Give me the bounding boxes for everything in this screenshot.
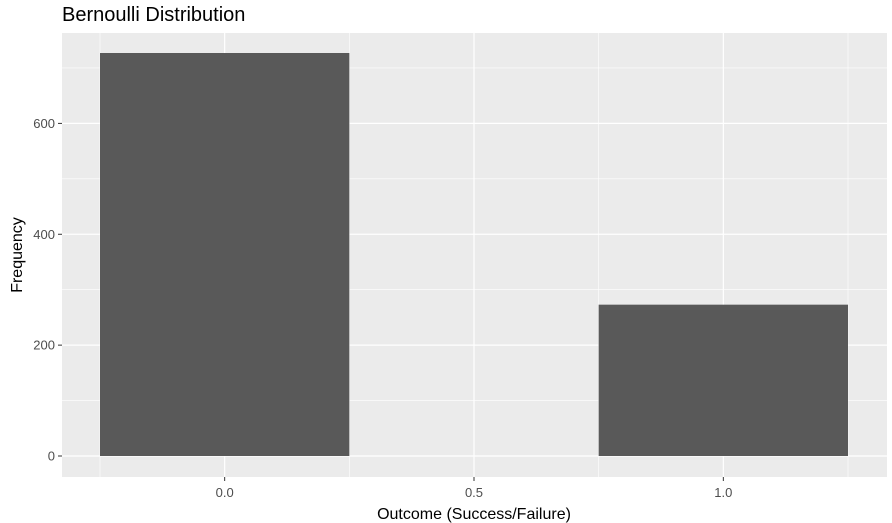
x-tick-label: 0.0 — [216, 485, 234, 500]
x-axis-ticks: 0.0 0.5 1.0 — [216, 477, 732, 500]
y-tick-label: 600 — [33, 116, 55, 131]
x-axis-title: Outcome (Success/Failure) — [377, 506, 571, 523]
y-tick-label: 400 — [33, 227, 55, 242]
y-axis-ticks: 0 200 400 600 — [33, 116, 62, 464]
x-tick-label: 1.0 — [714, 485, 732, 500]
bars — [100, 53, 848, 456]
chart-title: Bernoulli Distribution — [62, 4, 245, 26]
x-tick-label: 0.5 — [465, 485, 483, 500]
bar-1 — [598, 304, 848, 456]
y-tick-label: 200 — [33, 338, 55, 353]
y-tick-label: 0 — [48, 449, 55, 464]
bar-0 — [100, 53, 350, 456]
y-axis-title: Frequency — [9, 217, 26, 293]
